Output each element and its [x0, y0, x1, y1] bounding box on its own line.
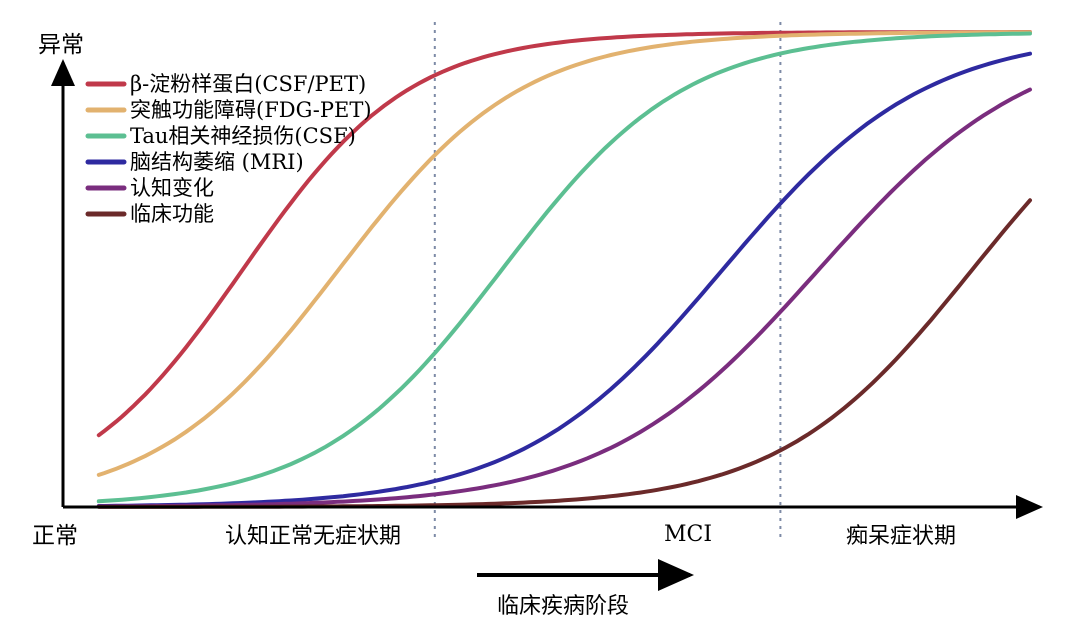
series-line-2	[96, 30, 1032, 477]
legend-label-4: 脑结构萎缩 (MRI)	[130, 150, 304, 174]
legend: β-淀粉样蛋白(CSF/PET)突触功能障碍(FDG-PET)Tau相关神经损伤…	[85, 72, 372, 226]
x-axis-title: 临床疾病阶段	[497, 594, 629, 619]
series-curves	[96, 30, 1032, 509]
series-line-5	[96, 87, 1032, 509]
series-line-6	[96, 198, 1032, 509]
series-line-4	[96, 51, 1032, 508]
stage-label-mci: MCI	[664, 522, 712, 547]
legend-label-6: 临床功能	[130, 202, 214, 226]
y-label-abnormal: 异常	[38, 32, 84, 58]
legend-label-5: 认知变化	[130, 176, 214, 200]
legend-label-3: Tau相关神经损伤(CSF)	[130, 124, 356, 148]
stage-label-dementia: 痴呆症状期	[846, 524, 956, 549]
legend-label-2: 突触功能障碍(FDG-PET)	[130, 98, 372, 122]
series-line-3	[96, 31, 1032, 504]
stage-label-preclinical: 认知正常无症状期	[225, 524, 401, 549]
y-label-normal: 正常	[32, 523, 78, 549]
legend-label-1: β-淀粉样蛋白(CSF/PET)	[130, 72, 366, 96]
